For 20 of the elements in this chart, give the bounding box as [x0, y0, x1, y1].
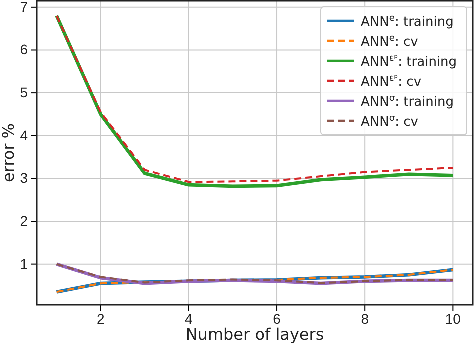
x-tick-label: 8: [361, 310, 370, 327]
x-axis-title: Number of layers: [186, 325, 324, 344]
legend-label: ANN$^{σ}$: training: [361, 94, 454, 110]
y-tick-label: 1: [20, 256, 28, 272]
legend-label: ANN$^{e}$: cv: [361, 34, 419, 50]
y-tick-label: 5: [20, 84, 28, 101]
y-axis-title: error %: [0, 123, 18, 183]
legend-label: ANN$^{σ}$: cv: [361, 114, 419, 130]
y-tick-label: 3: [20, 170, 28, 186]
legend-label: ANN$^{εᵖ}$: training: [361, 54, 458, 70]
x-tick-label: 4: [185, 310, 194, 327]
x-tick-label: 10: [445, 310, 462, 327]
y-tick-label: 2: [20, 212, 28, 229]
y-tick-label: 6: [20, 42, 28, 58]
y-tick-label: 4: [20, 127, 28, 144]
legend-label: ANN$^{e}$: training: [361, 14, 454, 30]
legend-label: ANN$^{εᵖ}$: cv: [361, 74, 422, 90]
x-tick-label: 2: [96, 310, 105, 327]
y-tick-label: 7: [20, 0, 28, 15]
x-tick-label: 6: [273, 310, 282, 327]
